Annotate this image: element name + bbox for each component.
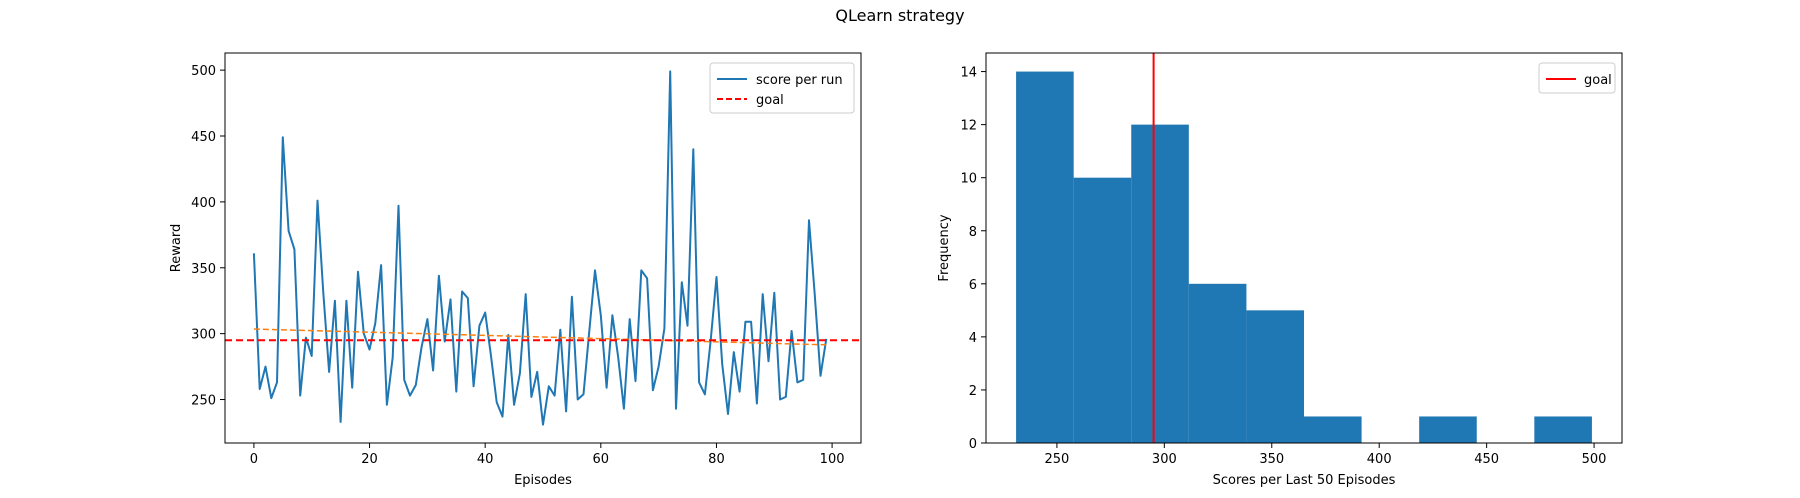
- histogram-x-tick-label: 450: [1474, 452, 1499, 467]
- histogram-bar: [1016, 71, 1074, 444]
- legend-label-goal: goal: [756, 93, 784, 108]
- line-chart-y-tick-label: 450: [191, 130, 216, 145]
- line-chart-y-axis-label: Reward: [169, 224, 184, 272]
- line-chart-x-tick-label: 80: [708, 452, 725, 467]
- histogram-bar: [1073, 177, 1132, 443]
- line-chart-x-tick-label: 0: [250, 452, 258, 467]
- line-chart-x-tick-label: 60: [593, 452, 610, 467]
- histogram-frame: [985, 52, 1623, 444]
- line-chart-y-tick-label: 400: [191, 196, 216, 211]
- line-chart-marks: [225, 70, 861, 426]
- histogram-y-tick-label: 2: [969, 384, 977, 399]
- histogram-y-tick-label: 14: [960, 66, 977, 81]
- histogram-y-axis-label: Frequency: [937, 214, 952, 281]
- histogram-panel: 250 300 350 400 450 500 0 2 4 6 8 10 12 14 Scores pe…: [937, 52, 1623, 488]
- histogram-x-axis-label: Scores per Last 50 Episodes: [1213, 473, 1396, 488]
- histogram-y-tick-label: 0: [969, 437, 977, 452]
- histogram-legend-box: [1538, 62, 1616, 94]
- line-chart-x-ticks: 0 20 40 60 80 100: [250, 443, 845, 467]
- histogram-bar: [1131, 124, 1189, 443]
- legend-label-score-per-run: score per run: [756, 73, 843, 88]
- histogram-x-tick-label: 500: [1582, 452, 1607, 467]
- figure-title: QLearn strategy: [835, 6, 964, 25]
- line-chart-y-tick-label: 250: [191, 394, 216, 409]
- histogram-y-tick-label: 8: [969, 225, 977, 240]
- histogram-x-ticks: 250 300 350 400 450 500: [1044, 443, 1606, 467]
- line-chart-panel: 0 20 40 60 80 100 250 300 350 400 450 500 Episodes…: [169, 52, 862, 488]
- histogram-legend: goal: [1538, 62, 1616, 94]
- histogram-bar: [1534, 416, 1592, 443]
- line-chart-frame: [224, 52, 862, 444]
- histogram-bar: [1188, 283, 1247, 443]
- histogram-y-tick-label: 4: [969, 331, 977, 346]
- histogram-y-tick-label: 12: [960, 119, 977, 134]
- histogram-x-tick-label: 300: [1152, 452, 1177, 467]
- histogram-y-tick-label: 6: [969, 278, 977, 293]
- line-chart-y-ticks: 250 300 350 400 450 500: [191, 64, 225, 409]
- histogram-x-tick-label: 350: [1259, 452, 1284, 467]
- histogram-x-tick-label: 250: [1044, 452, 1069, 467]
- line-chart-legend-box: [709, 62, 855, 114]
- histogram-bar: [1304, 416, 1362, 443]
- legend-label-hist-goal: goal: [1584, 73, 1612, 88]
- histogram-x-tick-label: 400: [1367, 452, 1392, 467]
- line-chart-y-tick-label: 500: [191, 64, 216, 79]
- histogram-marks: [1016, 53, 1592, 444]
- line-chart-y-tick-label: 300: [191, 328, 216, 343]
- histogram-bar: [1419, 416, 1477, 443]
- histogram-y-ticks: 0 2 4 6 8 10 12 14: [960, 66, 986, 452]
- line-chart-legend: score per run goal: [709, 62, 855, 114]
- score-per-run-line: [252, 70, 828, 426]
- line-chart-y-tick-label: 350: [191, 262, 216, 277]
- line-chart-x-tick-label: 20: [361, 452, 378, 467]
- histogram-bar: [1246, 310, 1304, 443]
- line-chart-x-axis-label: Episodes: [514, 473, 572, 488]
- line-chart-x-tick-label: 100: [820, 452, 845, 467]
- histogram-y-tick-label: 10: [960, 172, 977, 187]
- trend-line: [253, 328, 827, 346]
- line-chart-x-tick-label: 40: [477, 452, 494, 467]
